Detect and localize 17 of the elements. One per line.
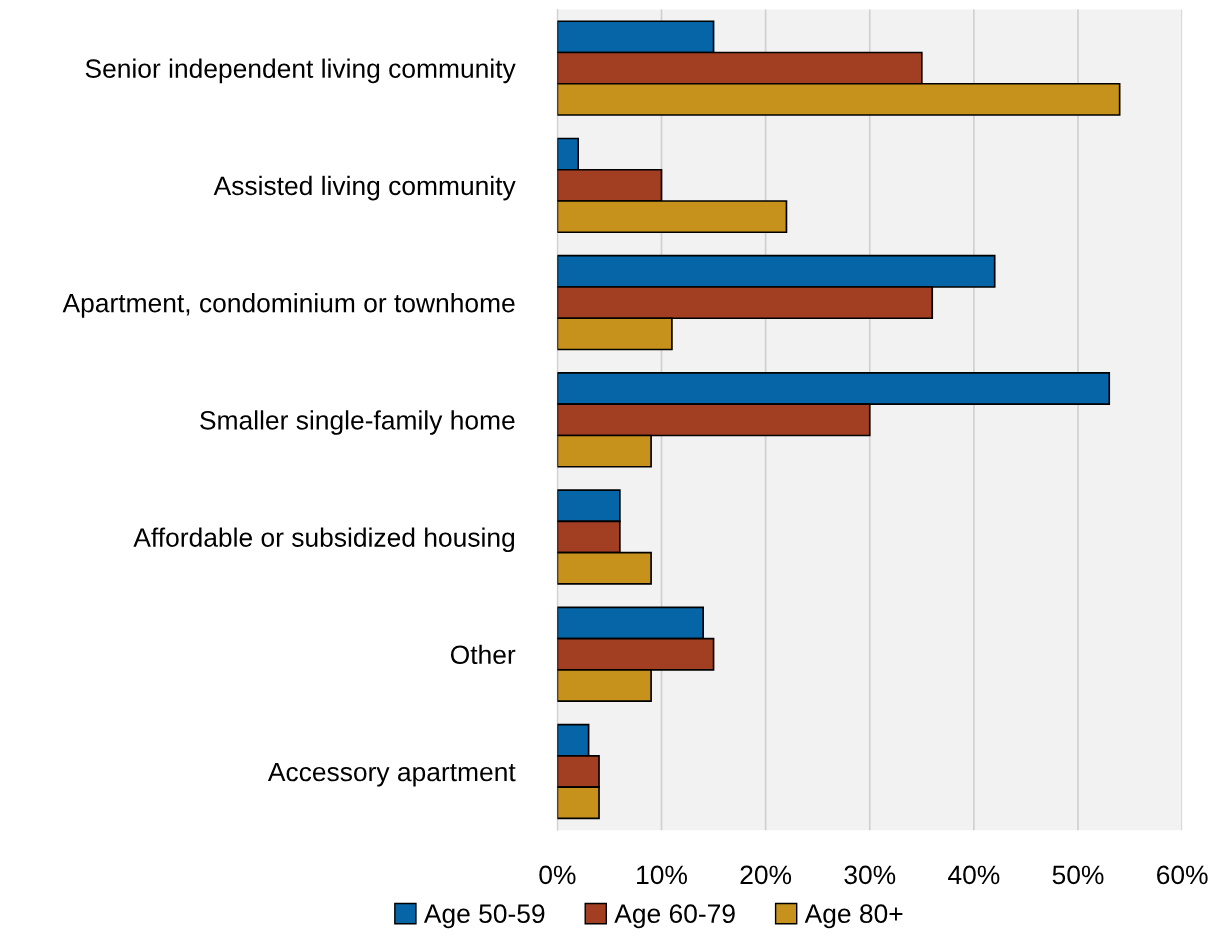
y-tick-label: Other [450,644,516,665]
x-tick-label: 60% [1157,865,1208,885]
legend-label: Age 50-59 [423,904,545,929]
x-tick-label: 10% [637,865,687,885]
y-tick-label: Affordable or subsidized housing [133,527,515,553]
y-tick-label: Apartment, condominium or townhome [62,293,515,318]
x-tick-label: 50% [1052,865,1104,885]
x-tick-label: 0% [539,865,576,885]
x-tick-label: 20% [740,865,792,885]
y-tick-label: Accessory apartment [267,762,516,787]
y-tick-label: Senior independent living community [85,58,516,84]
x-tick-label: 40% [948,865,1000,885]
y-tick-label: Assisted living community [213,175,516,201]
y-tick-label: Smaller single-family home [200,410,515,435]
legend-label: Age 60-79 [614,904,735,929]
legend-label: Age 80+ [804,904,903,929]
x-tick-label: 30% [844,865,896,885]
